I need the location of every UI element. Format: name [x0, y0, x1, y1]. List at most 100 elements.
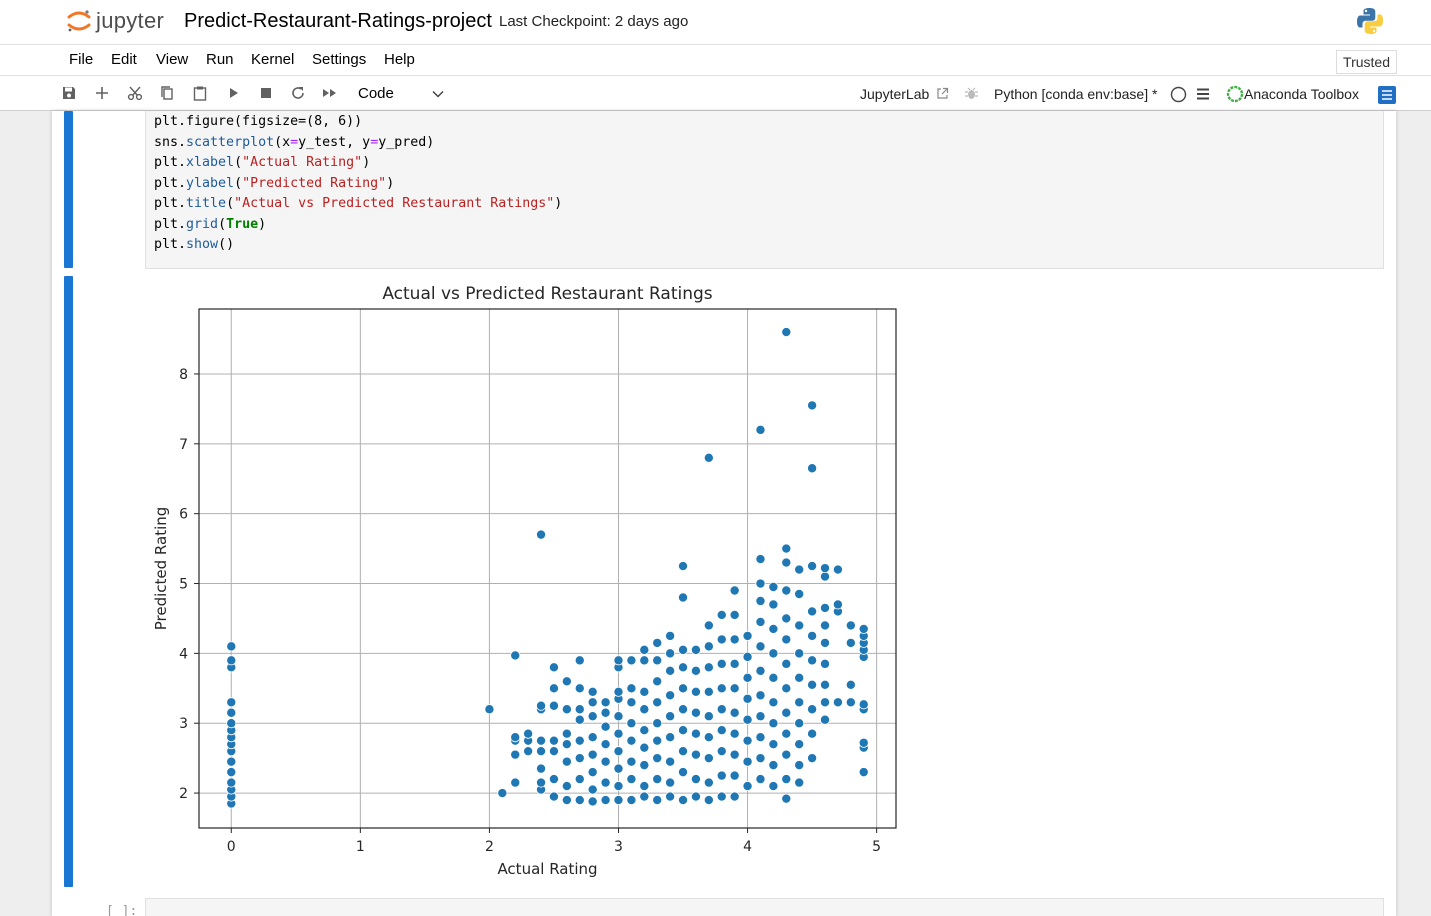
add-cell-icon[interactable]: [94, 85, 110, 101]
copy-icon[interactable]: [159, 85, 175, 101]
jupyterlab-link[interactable]: JupyterLab: [860, 86, 949, 102]
notebook-title[interactable]: Predict-Restaurant-Ratings-project: [184, 10, 492, 32]
scatter-point: [639, 781, 650, 792]
scatter-point: [587, 767, 598, 778]
scatter-point: [665, 690, 676, 701]
paste-icon[interactable]: [192, 85, 208, 101]
scatter-point: [652, 735, 663, 746]
menu-edit[interactable]: Edit: [111, 51, 137, 68]
scatter-point: [626, 683, 637, 694]
scatter-point: [574, 795, 585, 806]
jupyterlab-link-label: JupyterLab: [860, 86, 930, 102]
scatter-point: [613, 655, 624, 666]
scatter-point: [600, 739, 611, 750]
scatter-point: [729, 707, 740, 718]
scatter-point: [794, 564, 805, 575]
cut-icon[interactable]: [127, 85, 143, 101]
menu-file[interactable]: File: [69, 51, 94, 68]
scatter-point: [665, 665, 676, 676]
stop-icon[interactable]: [258, 85, 274, 101]
scatter-point: [600, 795, 611, 806]
scatter-point: [690, 749, 701, 760]
scatter-point: [678, 662, 689, 673]
scatter-point: [794, 620, 805, 631]
restart-run-all-icon[interactable]: [322, 85, 338, 101]
cell-selection-bar[interactable]: [64, 111, 73, 268]
scatter-point: [626, 718, 637, 729]
scatter-point: [678, 746, 689, 757]
scatter-point: [536, 777, 547, 788]
code-cell-editor[interactable]: plt.figure(figsize=(8, 6)) sns.scatterpl…: [145, 111, 1384, 269]
chart-y-axis-label: Predicted Rating: [152, 507, 170, 631]
scatter-point: [820, 658, 831, 669]
scatter-point: [781, 749, 792, 760]
scatter-point: [716, 791, 727, 802]
scatter-point: [807, 606, 818, 617]
scatter-point: [807, 561, 818, 572]
scatter-point: [832, 599, 843, 610]
scatter-point: [536, 746, 547, 757]
cell-type-dropdown[interactable]: Code: [357, 84, 447, 104]
scatter-point: [845, 697, 856, 708]
kernel-name[interactable]: Python [conda env:base] *: [994, 86, 1158, 102]
chevron-down-icon: [432, 90, 444, 98]
code-line-7: plt.show(): [154, 237, 235, 252]
scatter-point: [652, 718, 663, 729]
menu-settings[interactable]: Settings: [312, 51, 367, 68]
scatter-point: [690, 707, 701, 718]
scatter-point: [768, 781, 779, 792]
scatter-point: [226, 641, 237, 652]
scatter-point: [755, 665, 766, 676]
scatter-point: [226, 697, 237, 708]
code-line-6: plt.grid(True): [154, 216, 267, 232]
menu-run[interactable]: Run: [206, 51, 234, 68]
scatter-point: [665, 756, 676, 767]
code-line-1: plt.figure(figsize=(8, 6)): [154, 114, 363, 129]
trusted-indicator[interactable]: Trusted: [1336, 50, 1397, 74]
scatter-point: [652, 697, 663, 708]
cell-type-label: Code: [358, 85, 394, 102]
scatter-point: [807, 704, 818, 715]
menu-kernel[interactable]: Kernel: [251, 51, 295, 68]
menu-view[interactable]: View: [156, 51, 189, 68]
scatter-point: [613, 728, 624, 739]
scatter-point: [716, 770, 727, 781]
scatter-point: [484, 704, 495, 715]
scatter-point: [652, 655, 663, 666]
scatter-point: [781, 557, 792, 568]
y-tick-label: 8: [179, 367, 188, 383]
scatter-point: [703, 452, 714, 463]
scatter-point: [781, 707, 792, 718]
run-icon[interactable]: [226, 85, 242, 101]
scatter-point: [626, 655, 637, 666]
scatter-point: [755, 732, 766, 743]
code-line-2: sns.scatterplot(x=y_test, y=y_pred): [154, 134, 435, 150]
scatter-point: [587, 732, 598, 743]
scatter-point: [742, 756, 753, 767]
restart-icon[interactable]: [290, 85, 306, 101]
chart-axes-frame: [198, 308, 897, 829]
scatter-point: [716, 609, 727, 620]
scatter-point: [678, 725, 689, 736]
menu-help[interactable]: Help: [384, 51, 415, 68]
output-collapse-bar[interactable]: [64, 276, 73, 887]
scatter-point: [587, 784, 598, 795]
hamburger-menu-icon[interactable]: [1196, 87, 1210, 106]
scatter-point: [226, 777, 237, 788]
scatter-point: [665, 791, 676, 802]
scatter-point: [574, 714, 585, 725]
toolbox-panel-icon[interactable]: [1378, 86, 1396, 109]
next-cell-prompt: [ ]:: [106, 904, 138, 916]
empty-code-cell[interactable]: [145, 898, 1384, 916]
scatter-point: [510, 749, 521, 760]
scatter-point: [548, 774, 559, 785]
jupyter-logo[interactable]: jupyter: [66, 6, 176, 36]
scatter-point: [768, 718, 779, 729]
save-icon[interactable]: [61, 85, 77, 101]
scatter-point: [794, 760, 805, 771]
chart-points: [226, 327, 869, 809]
scatter-point: [639, 791, 650, 802]
scatter-point: [613, 795, 624, 806]
anaconda-toolbox-button[interactable]: Anaconda Toolbox: [1226, 85, 1359, 103]
bug-icon[interactable]: [964, 86, 980, 102]
